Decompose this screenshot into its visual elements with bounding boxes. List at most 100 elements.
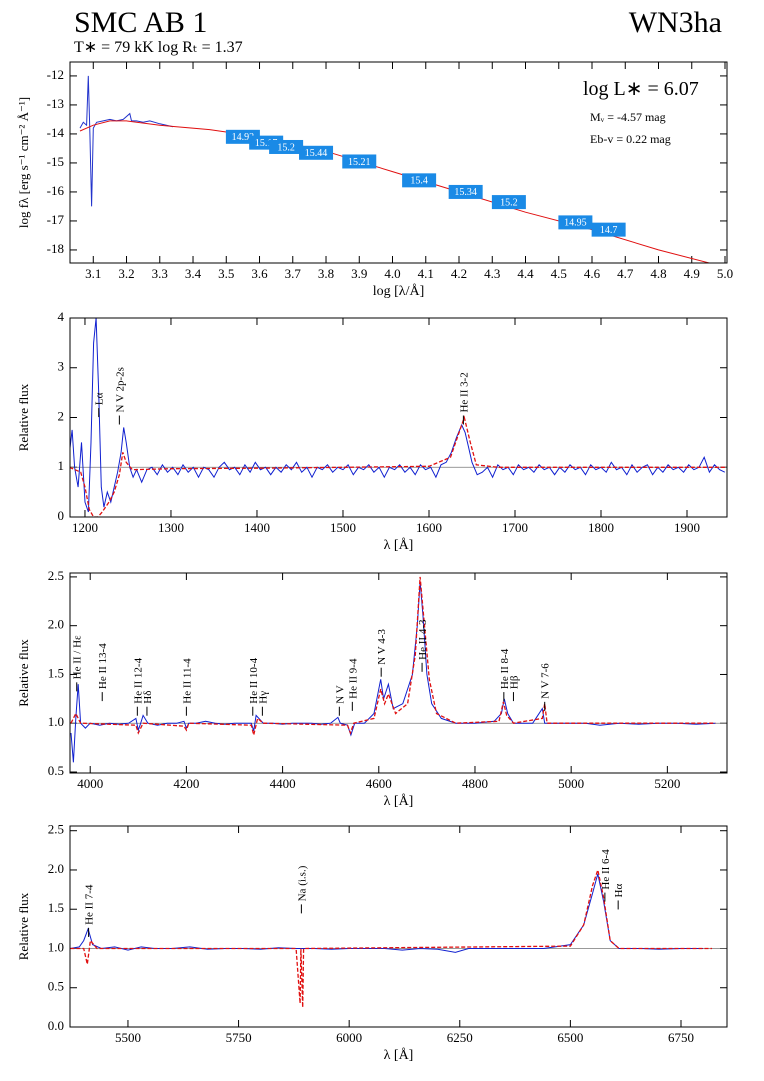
x-tick-label: 4400	[270, 776, 296, 791]
x-tick-label: 3.2	[118, 266, 134, 281]
y-tick-label: -15	[47, 154, 64, 169]
x-tick-label: 4.1	[418, 266, 434, 281]
line-label: Hα	[613, 884, 625, 898]
y-tick-label: 1.5	[48, 665, 64, 680]
y-tick-label: 0.5	[48, 979, 64, 994]
photometry-label: 15.34	[454, 187, 477, 198]
photometry-box	[491, 195, 526, 210]
spectral-type: WN3ha	[629, 6, 722, 39]
x-tick-label: 5000	[558, 776, 584, 791]
x-tick-label: 3.6	[251, 266, 268, 281]
photometry-label: 15.21	[348, 157, 371, 168]
x-tick-label: 1900	[674, 520, 700, 535]
x-tick-label: 1400	[244, 520, 270, 535]
spectrum-line	[79, 75, 174, 207]
x-tick-label: 4000	[77, 776, 103, 791]
line-label: N V 7-6	[540, 663, 552, 699]
y-tick-label: 2.5	[48, 822, 64, 837]
x-tick-label: 3.9	[351, 266, 367, 281]
x-tick-label: 4.8	[650, 266, 666, 281]
x-tick-label: 4600	[366, 776, 392, 791]
star-name: SMC AB 1	[74, 6, 207, 39]
line-label: He II 11-4	[181, 658, 193, 704]
line-label: He II 6-4	[600, 849, 612, 890]
x-tick-label: 1500	[330, 520, 356, 535]
y-tick-label: 0.0	[48, 1018, 64, 1033]
y-axis-label: Relative flux	[16, 639, 31, 707]
color-excess: Eb-v = 0.22 mag	[590, 132, 671, 146]
y-tick-label: -17	[47, 212, 65, 227]
x-tick-label: 3.1	[85, 266, 101, 281]
x-tick-label: 3.7	[285, 266, 302, 281]
photometry-label: 14.7	[600, 225, 618, 236]
line-label: Hβ	[508, 675, 520, 689]
y-tick-label: -12	[47, 67, 64, 82]
spectrum-line	[70, 415, 727, 517]
line-label: He II 3-2	[458, 372, 470, 412]
x-tick-label: 1700	[502, 520, 528, 535]
plot-area	[70, 318, 727, 517]
y-axis-label: Relative flux	[16, 383, 31, 451]
y-tick-label: 1.0	[48, 939, 64, 954]
photometry-label: 15.4	[410, 176, 428, 187]
x-tick-label: 5750	[226, 1030, 252, 1045]
y-tick-label: 1.5	[48, 900, 64, 915]
spectrum-line	[70, 873, 704, 953]
x-tick-label: 6500	[557, 1030, 583, 1045]
line-label: He II 10-4	[248, 657, 260, 703]
line-label: He II 7-4	[84, 884, 96, 925]
y-tick-label: 1	[58, 458, 65, 473]
y-tick-label: -14	[47, 125, 65, 140]
line-label: He II 8-4	[499, 648, 511, 689]
line-label: N V 2p-2s	[114, 367, 126, 412]
y-tick-label: 0.5	[48, 763, 64, 778]
line-label: He II 12-4	[132, 657, 144, 703]
photometry-box	[448, 184, 483, 199]
x-tick-label: 4.4	[517, 266, 534, 281]
x-tick-label: 6750	[668, 1030, 694, 1045]
y-tick-label: -18	[47, 241, 64, 256]
x-tick-label: 1800	[588, 520, 614, 535]
y-tick-label: -16	[47, 183, 65, 198]
x-axis-label: log [λ/Å]	[373, 283, 425, 299]
y-axis-label: log fλ [erg s⁻¹ cm⁻² Å⁻¹]	[16, 97, 31, 228]
spectrum-line	[70, 576, 716, 736]
y-axis-label: Relative flux	[16, 892, 31, 960]
line-label: N V 4-3	[376, 629, 388, 665]
photometry-label: 15.17	[255, 138, 278, 149]
x-tick-label: 3.3	[152, 266, 168, 281]
y-tick-label: 2.0	[48, 617, 64, 632]
x-tick-label: 4.0	[384, 266, 400, 281]
x-tick-label: 6000	[336, 1030, 362, 1045]
x-tick-label: 1600	[416, 520, 442, 535]
photometry-label: 14.92	[232, 132, 255, 143]
plot-area	[70, 576, 727, 763]
line-label: N V	[334, 685, 346, 703]
photometry-box	[402, 173, 437, 188]
x-tick-label: 5500	[115, 1030, 141, 1045]
y-tick-label: -13	[47, 96, 64, 111]
plot-area	[70, 867, 727, 1008]
photometry-box	[591, 222, 626, 237]
line-label: Na (i.s.)	[296, 865, 308, 901]
line-label: He II / Hε	[72, 635, 84, 679]
y-tick-label: 2	[58, 408, 65, 423]
x-tick-label: 1200	[72, 520, 98, 535]
photometry-label: 15.44	[305, 148, 328, 159]
photometry-label: 15.2	[277, 142, 295, 153]
line-label: Hγ	[257, 691, 269, 704]
x-tick-label: 3.8	[318, 266, 334, 281]
photometry-box	[269, 139, 304, 154]
x-axis-label: λ [Å]	[384, 793, 414, 809]
line-label: He II 4-3	[417, 619, 429, 660]
photometry-box	[558, 215, 593, 230]
x-tick-label: 6250	[447, 1030, 473, 1045]
x-axis-label: λ [Å]	[384, 1047, 414, 1063]
photometry-label: 15.2	[500, 197, 518, 208]
x-tick-label: 4800	[462, 776, 488, 791]
photometry-label: 14.95	[564, 218, 587, 229]
plot-frame	[69, 317, 728, 518]
line-label: He II 13-4	[97, 643, 109, 689]
absolute-magnitude: Mᵥ = -4.57 mag	[590, 110, 666, 124]
